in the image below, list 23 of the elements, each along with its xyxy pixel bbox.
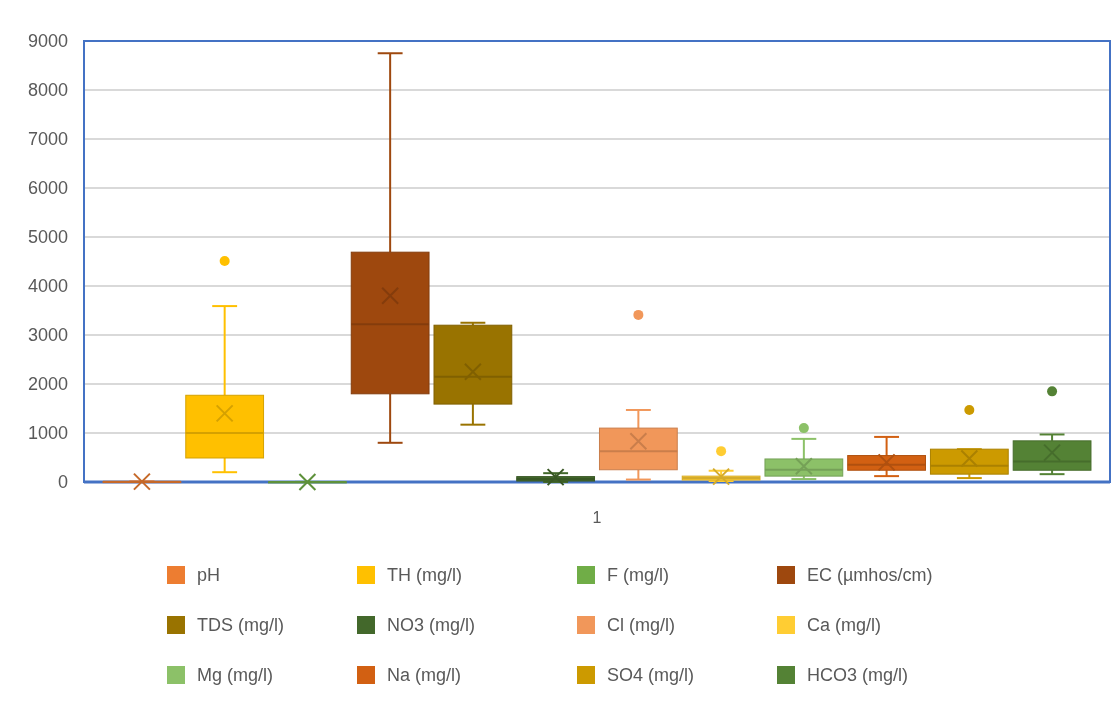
legend-label: HCO3 (mg/l): [807, 665, 909, 686]
legend-label: SO4 (mg/l): [607, 665, 695, 686]
legend-label: EC (µmhos/cm): [807, 565, 933, 586]
legend-label: NO3 (mg/l): [387, 615, 476, 636]
legend-label: Ca (mg/l): [807, 615, 882, 636]
legend-label: Mg (mg/l): [197, 665, 273, 686]
y-tick-label: 8000: [27, 80, 68, 101]
legend-label: F (mg/l): [607, 565, 669, 586]
y-tick-label: 1000: [27, 423, 68, 444]
y-tick-label: 9000: [27, 31, 68, 52]
y-tick-label: 2000: [27, 374, 68, 395]
legend-label: TDS (mg/l): [197, 615, 284, 636]
y-tick-label: 6000: [27, 178, 68, 199]
legend-label: pH: [197, 565, 221, 586]
legend-label: Cl (mg/l): [607, 615, 675, 636]
y-tick-label: 4000: [27, 276, 68, 297]
y-tick-label: 3000: [27, 325, 68, 346]
y-tick-label: 7000: [27, 129, 68, 150]
y-tick-label: 5000: [27, 227, 68, 248]
legend-label: Na (mg/l): [387, 665, 462, 686]
legend-label: TH (mg/l): [387, 565, 462, 586]
y-tick-label: 0: [57, 472, 68, 493]
x-tick-label: 1: [592, 508, 602, 526]
